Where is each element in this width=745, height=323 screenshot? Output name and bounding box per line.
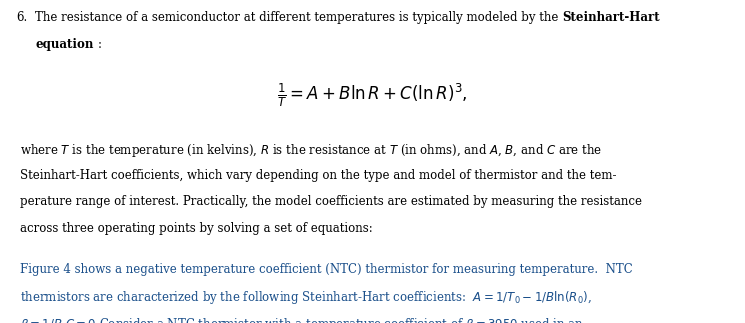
Text: The resistance of a semiconductor at different temperatures is typically modeled: The resistance of a semiconductor at dif… bbox=[35, 11, 562, 24]
Text: 6.: 6. bbox=[16, 11, 28, 24]
Text: equation:: equation: bbox=[35, 38, 98, 51]
Text: thermistors are characterized by the following Steinhart-Hart coefficients:  $A : thermistors are characterized by the fol… bbox=[20, 289, 592, 306]
Text: Steinhart-Hart coefficients, which vary depending on the type and model of therm: Steinhart-Hart coefficients, which vary … bbox=[20, 169, 617, 182]
Text: :: : bbox=[98, 38, 102, 51]
Text: $\frac{1}{T} = A + B\ln R + C(\ln R)^3,$: $\frac{1}{T} = A + B\ln R + C(\ln R)^3,$ bbox=[277, 82, 468, 109]
Text: where $T$ is the temperature (in kelvins), $R$ is the resistance at $T$ (in ohms: where $T$ is the temperature (in kelvins… bbox=[20, 142, 602, 159]
Text: Figure 4 shows a negative temperature coefficient (NTC) thermistor for measuring: Figure 4 shows a negative temperature co… bbox=[20, 263, 633, 276]
Text: $\beta = 1/B$ $C = 0$ Consider a NTC thermistor with a temperature coefficient o: $\beta = 1/B$ $C = 0$ Consider a NTC the… bbox=[20, 316, 584, 323]
Text: perature range of interest. Practically, the model coefficients are estimated by: perature range of interest. Practically,… bbox=[20, 195, 642, 208]
Text: equation: equation bbox=[35, 38, 93, 51]
Text: across three operating points by solving a set of equations:: across three operating points by solving… bbox=[20, 222, 372, 234]
Text: equation: equation bbox=[35, 38, 93, 51]
Text: Steinhart-Hart: Steinhart-Hart bbox=[562, 11, 660, 24]
